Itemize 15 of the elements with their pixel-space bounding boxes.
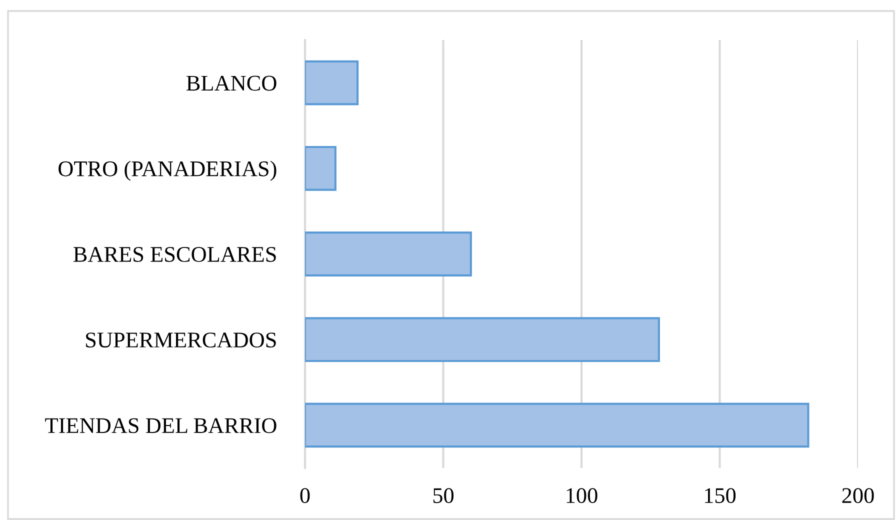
bar (305, 146, 336, 191)
bar (305, 402, 810, 448)
x-tick-label: 150 (705, 488, 736, 504)
y-tick-label: BARES ESCOLARES (74, 246, 276, 262)
x-tick-label: 0 (300, 488, 310, 504)
bar (305, 60, 359, 106)
y-tick-label: OTRO (PANADERIAS) (58, 160, 276, 181)
x-tick-label: 200 (842, 488, 874, 504)
y-tick-label: BLANCO (186, 76, 276, 91)
x-tick-label: 100 (566, 488, 598, 504)
x-tick-label: 50 (433, 488, 454, 504)
y-tick-label: SUPERMERCADOS (86, 332, 276, 348)
bar (305, 232, 472, 276)
y-tick-label: TIENDAS DEL BARRIO (45, 418, 276, 434)
bar (305, 317, 660, 362)
